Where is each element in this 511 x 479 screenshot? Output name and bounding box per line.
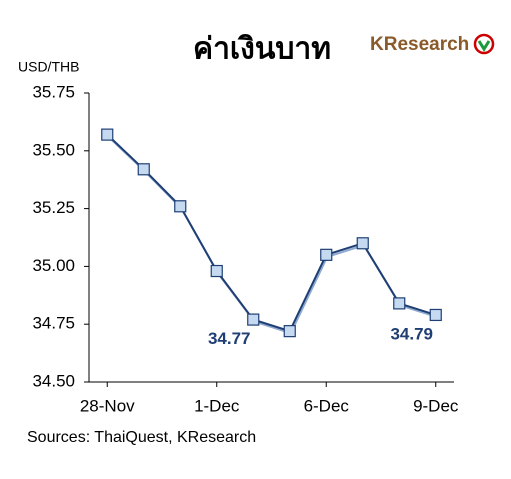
x-tick-label: 28-Nov bbox=[80, 396, 135, 415]
marker bbox=[320, 248, 333, 261]
brand-logo bbox=[473, 33, 495, 55]
x-tick-label: 1-Dec bbox=[194, 396, 240, 415]
marker bbox=[101, 128, 114, 141]
marker bbox=[356, 237, 369, 250]
x-tick-label: 6-Dec bbox=[304, 396, 350, 415]
y-tick-label: 35.00 bbox=[32, 256, 75, 275]
y-axis-label: USD/THB bbox=[18, 59, 79, 75]
y-tick-label: 35.25 bbox=[32, 198, 75, 217]
y-tick-label: 34.50 bbox=[32, 371, 75, 390]
value-label: 34.77 bbox=[208, 329, 251, 348]
line-shadow bbox=[107, 135, 438, 335]
source: Sources: ThaiQuest, KResearch bbox=[27, 429, 256, 446]
brand: KResearch bbox=[370, 34, 469, 55]
marker bbox=[174, 200, 187, 213]
series-line bbox=[106, 133, 437, 333]
marker bbox=[393, 297, 406, 310]
chart-title: ค่าเงินบาท bbox=[193, 32, 331, 67]
marker bbox=[210, 264, 223, 278]
marker bbox=[429, 308, 442, 322]
x-tick-label: 9-Dec bbox=[413, 396, 459, 415]
y-tick-label: 34.75 bbox=[32, 314, 75, 333]
y-tick-label: 35.50 bbox=[32, 140, 75, 159]
y-tick-label: 35.75 bbox=[32, 82, 75, 101]
marker bbox=[247, 313, 260, 326]
marker bbox=[283, 325, 296, 338]
marker bbox=[137, 163, 150, 176]
value-label: 34.79 bbox=[390, 324, 433, 343]
